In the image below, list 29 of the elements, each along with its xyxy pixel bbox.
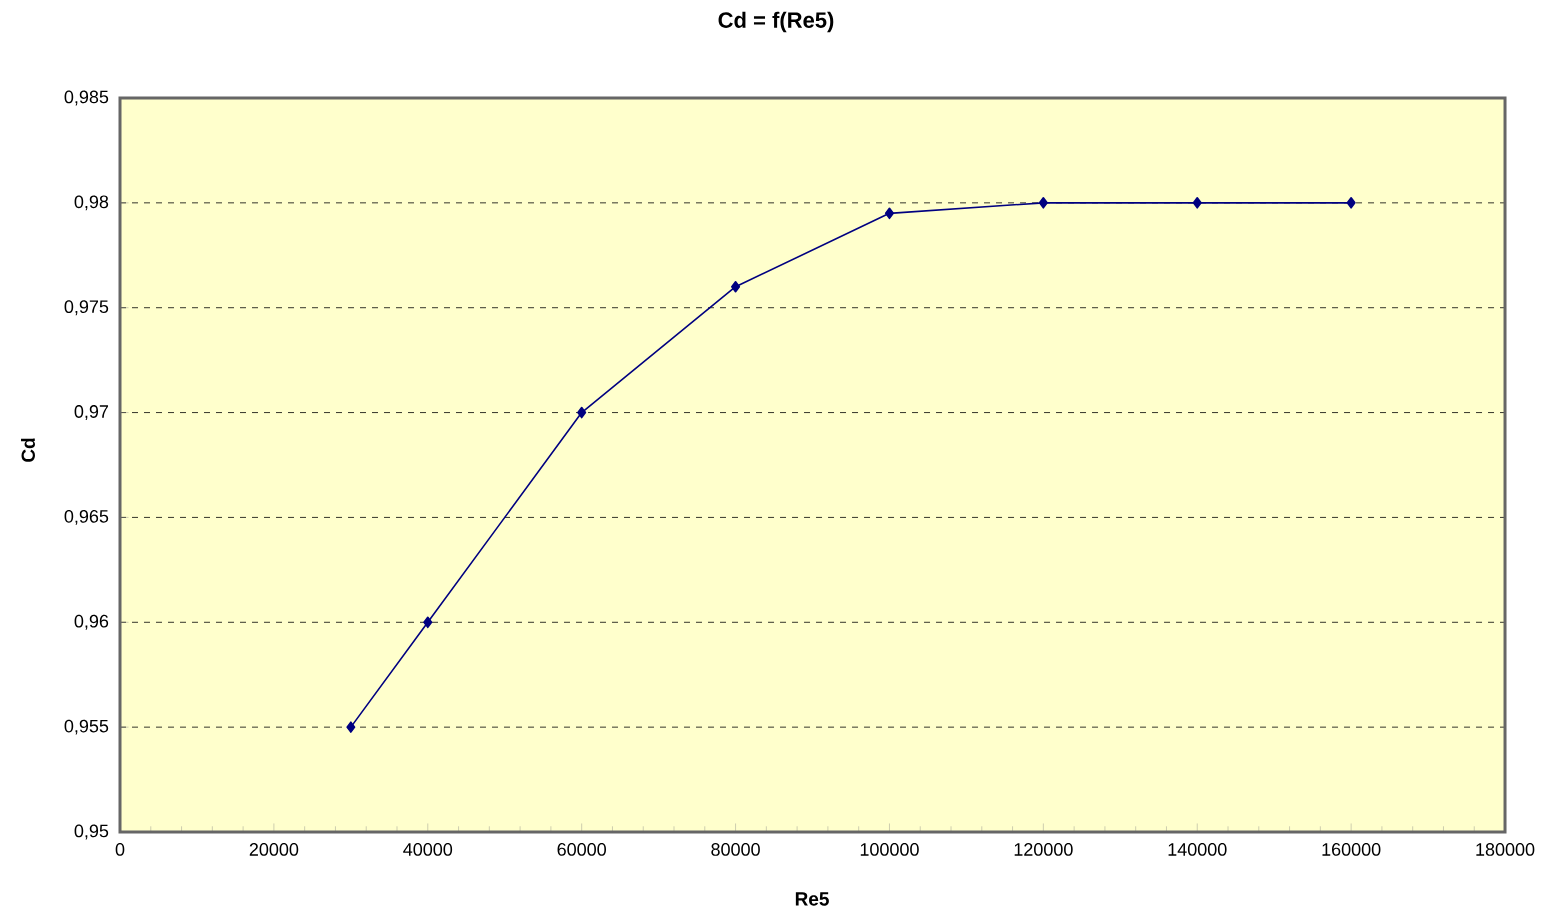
y-tick-label: 0,965 bbox=[64, 509, 109, 525]
x-tick-label: 60000 bbox=[557, 843, 606, 856]
y-tick-label: 0,95 bbox=[74, 824, 109, 840]
chart-title: Cd = f(Re5) bbox=[718, 11, 834, 33]
x-tick-label: 100000 bbox=[860, 843, 919, 856]
point bbox=[423, 616, 433, 629]
y-axis-title: Cd bbox=[21, 438, 35, 462]
point bbox=[577, 406, 587, 419]
x-tick-label: 40000 bbox=[403, 843, 453, 856]
x-tick-label: 120000 bbox=[1014, 843, 1073, 856]
x-axis-title: Re5 bbox=[795, 892, 829, 906]
point bbox=[1346, 197, 1356, 209]
x-tick-label: 0 bbox=[115, 843, 125, 856]
x-tick-label: 20000 bbox=[249, 843, 299, 856]
x-tick-label: 140000 bbox=[1168, 843, 1227, 856]
y-tick-label: 0,975 bbox=[64, 300, 109, 316]
x-tick-label: 180000 bbox=[1476, 843, 1535, 856]
point bbox=[346, 721, 356, 733]
point bbox=[1038, 197, 1048, 209]
point bbox=[731, 280, 741, 293]
point bbox=[884, 207, 895, 220]
x-tick-label: 80000 bbox=[711, 843, 760, 856]
y-tick-label: 0,98 bbox=[74, 195, 109, 211]
y-tick-label: 0,985 bbox=[64, 90, 109, 106]
y-tick-label: 0,96 bbox=[74, 614, 109, 630]
y-tick-label: 0,97 bbox=[74, 405, 109, 420]
x-tick-label: 160000 bbox=[1322, 843, 1381, 856]
y-tick-label: 0,955 bbox=[64, 719, 109, 735]
point bbox=[1192, 197, 1202, 209]
